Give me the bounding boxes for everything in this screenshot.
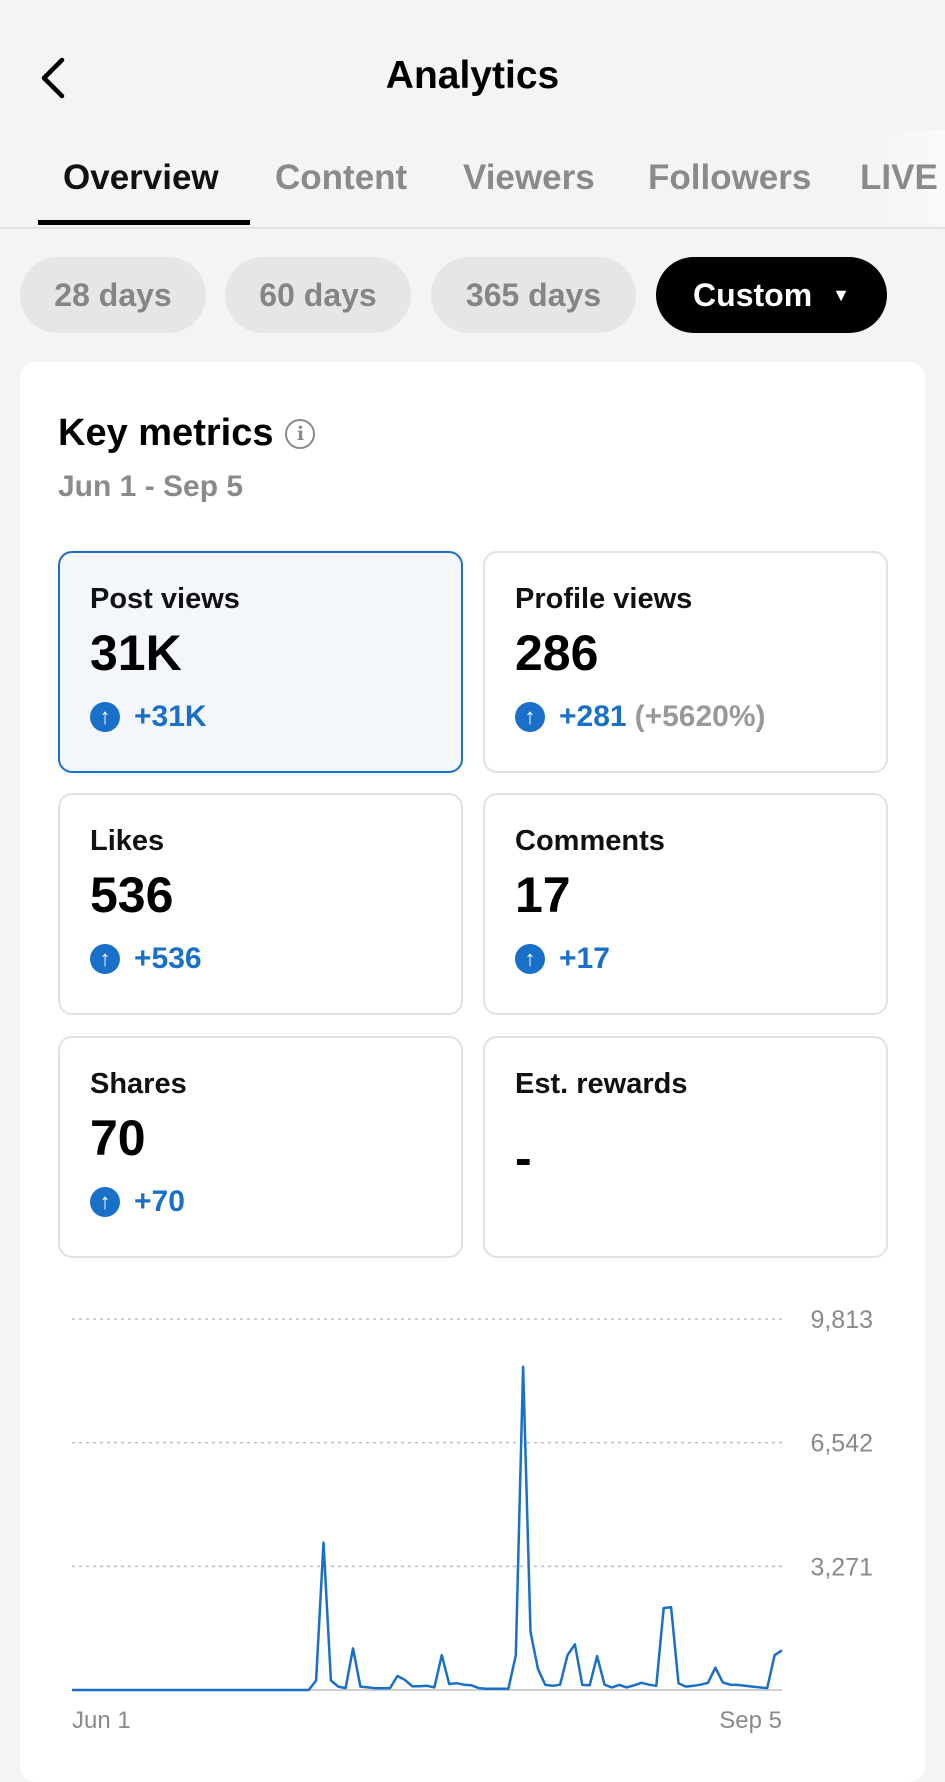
page-title: Analytics: [385, 54, 560, 97]
tab-content[interactable]: Content: [275, 158, 408, 197]
metric-label: Post views: [90, 583, 240, 615]
arrow-up-icon: ↑: [90, 1187, 120, 1217]
x-tick-label: Jun 1: [72, 1707, 131, 1734]
metric-change: +536: [134, 942, 202, 975]
metric-label: Likes: [90, 825, 165, 857]
range-label: 28 days: [54, 276, 172, 313]
range-365-days[interactable]: 365 days: [431, 257, 636, 333]
range-label: 60 days: [259, 276, 377, 313]
metric-change: +17: [559, 942, 610, 975]
range-60-days[interactable]: 60 days: [225, 257, 411, 333]
metric-value: 286: [515, 625, 599, 681]
metric-profile-views[interactable]: Profile views 286 ↑ +281 (+5620%): [483, 551, 888, 773]
range-custom-dropdown[interactable]: Custom ▼: [656, 257, 887, 333]
tab-overview[interactable]: Overview: [63, 158, 219, 197]
caret-down-icon: ▼: [832, 284, 850, 305]
metric-shares[interactable]: Shares 70 ↑ +70: [58, 1036, 463, 1258]
key-metrics-heading: Key metrics i: [58, 412, 316, 455]
tab-followers[interactable]: Followers: [648, 158, 812, 197]
metric-est-rewards[interactable]: Est. rewards -: [483, 1036, 888, 1258]
divider: [0, 227, 945, 229]
arrow-up-icon: ↑: [515, 702, 545, 732]
info-icon[interactable]: i: [285, 418, 316, 449]
metric-value: 17: [515, 867, 571, 923]
metric-comments[interactable]: Comments 17 ↑ +17: [483, 793, 888, 1015]
tabs-fade: [870, 130, 945, 225]
metric-change: +31K: [134, 700, 207, 733]
x-tick-label: Sep 5: [719, 1707, 782, 1734]
arrow-up-icon: ↑: [90, 702, 120, 732]
metric-label: Comments: [515, 825, 665, 857]
arrow-up-icon: ↑: [90, 944, 120, 974]
metric-post-views[interactable]: Post views 31K ↑ +31K: [58, 551, 463, 773]
y-tick-label: 3,271: [810, 1553, 873, 1581]
active-tab-indicator: [38, 220, 250, 225]
chevron-left-icon: [41, 57, 65, 99]
series-line-post-views: [72, 1365, 783, 1692]
key-metrics-title: Key metrics: [58, 412, 274, 454]
metric-value: 31K: [90, 625, 182, 681]
metric-value: 536: [90, 867, 174, 923]
metric-change: +281: [559, 700, 627, 733]
range-label: Custom: [693, 276, 813, 313]
metric-label: Shares: [90, 1068, 187, 1100]
tab-viewers[interactable]: Viewers: [463, 158, 595, 197]
metric-value: -: [515, 1130, 532, 1186]
tab-live[interactable]: LIVE: [860, 158, 938, 197]
y-tick-label: 6,542: [810, 1430, 873, 1458]
range-label: 365 days: [465, 276, 602, 313]
date-range: Jun 1 - Sep 5: [58, 470, 244, 503]
post-views-chart: 9,813 6,542 3,271 Jun 1 Sep 5: [72, 1306, 873, 1734]
range-28-days[interactable]: 28 days: [20, 257, 206, 333]
y-tick-label: 9,813: [810, 1306, 873, 1334]
metric-label: Est. rewards: [515, 1068, 688, 1100]
back-button[interactable]: [36, 56, 76, 100]
metric-label: Profile views: [515, 583, 693, 615]
metric-change: +70: [134, 1185, 185, 1218]
metric-likes[interactable]: Likes 536 ↑ +536: [58, 793, 463, 1015]
metric-value: 70: [90, 1110, 146, 1166]
arrow-up-icon: ↑: [515, 944, 545, 974]
metric-change-percent: (+5620%): [634, 700, 766, 733]
